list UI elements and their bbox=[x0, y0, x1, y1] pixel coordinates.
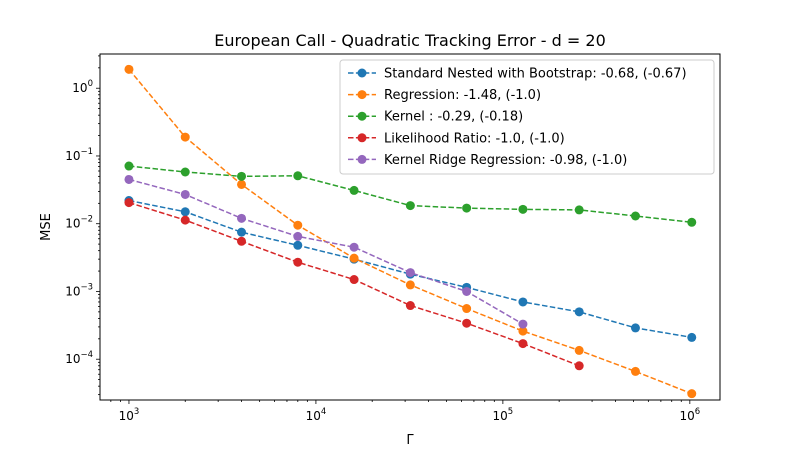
y-tick-label: 10−4 bbox=[65, 350, 93, 366]
y-tick-label: 100 bbox=[72, 79, 93, 95]
x-axis-ticks: 103 104 105 106 bbox=[110, 400, 700, 423]
y-axis-label: MSE bbox=[39, 213, 54, 241]
data-point bbox=[518, 319, 528, 329]
data-point bbox=[687, 332, 697, 342]
legend-label: Kernel : -0.29, (-0.18) bbox=[384, 110, 523, 125]
data-point bbox=[349, 185, 359, 195]
data-point bbox=[237, 213, 247, 223]
series-4 bbox=[124, 174, 528, 329]
data-point bbox=[574, 361, 584, 371]
x-tick-label: 103 bbox=[119, 407, 140, 423]
legend-box bbox=[339, 59, 715, 175]
data-point bbox=[293, 171, 303, 181]
series-3 bbox=[124, 198, 584, 371]
data-point bbox=[462, 286, 472, 296]
y-tick-label: 10−2 bbox=[65, 215, 93, 231]
x-tick-label: 106 bbox=[679, 407, 700, 423]
x-tick-label: 104 bbox=[306, 407, 327, 423]
legend-entry: Kernel : -0.29, (-0.18) bbox=[348, 110, 523, 125]
data-point bbox=[687, 389, 697, 399]
data-point bbox=[518, 339, 528, 349]
data-point bbox=[237, 236, 247, 246]
y-tick-label: 10−3 bbox=[65, 282, 93, 298]
data-point bbox=[630, 323, 640, 333]
data-point bbox=[462, 318, 472, 328]
data-point bbox=[462, 304, 472, 314]
data-point bbox=[180, 167, 190, 177]
legend-marker bbox=[357, 90, 367, 100]
data-point bbox=[293, 220, 303, 230]
legend-label: Regression: -1.48, (-1.0) bbox=[384, 88, 541, 103]
legend-marker bbox=[357, 154, 367, 164]
series-1 bbox=[124, 64, 697, 399]
data-point bbox=[574, 307, 584, 317]
y-axis-ticks: 10−4 10−3 10−2 10−1 100 bbox=[65, 55, 100, 396]
data-point bbox=[180, 132, 190, 142]
legend-label: Kernel Ridge Regression: -0.98, (-1.0) bbox=[384, 153, 627, 168]
series-line bbox=[128, 199, 692, 339]
data-point bbox=[237, 179, 247, 189]
data-point bbox=[462, 203, 472, 213]
legend-marker bbox=[357, 68, 367, 78]
data-point bbox=[349, 253, 359, 263]
data-point bbox=[124, 174, 134, 184]
data-point bbox=[405, 201, 415, 211]
data-point bbox=[237, 227, 247, 237]
y-tick-label: 10−1 bbox=[65, 147, 93, 163]
data-point bbox=[237, 171, 247, 181]
data-point bbox=[687, 217, 697, 227]
x-tick-label: 105 bbox=[493, 407, 514, 423]
chart-title: European Call - Quadratic Tracking Error… bbox=[214, 31, 606, 50]
x-axis-label: Γ bbox=[406, 433, 414, 448]
legend-entry: Regression: -1.48, (-1.0) bbox=[348, 88, 541, 103]
legend-label: Standard Nested with Bootstrap: -0.68, (… bbox=[384, 67, 687, 82]
data-point bbox=[349, 275, 359, 285]
legend-entry: Kernel Ridge Regression: -0.98, (-1.0) bbox=[348, 153, 627, 168]
data-point bbox=[518, 204, 528, 214]
data-point bbox=[518, 326, 528, 336]
data-point bbox=[574, 345, 584, 355]
series-line bbox=[128, 201, 580, 367]
data-point bbox=[293, 231, 303, 241]
series-line bbox=[128, 178, 524, 325]
data-point bbox=[405, 268, 415, 278]
data-point bbox=[180, 207, 190, 217]
data-point bbox=[349, 242, 359, 252]
data-point bbox=[293, 240, 303, 250]
data-point bbox=[405, 280, 415, 290]
data-point bbox=[630, 211, 640, 221]
data-point bbox=[180, 189, 190, 199]
legend-entry: Likelihood Ratio: -1.0, (-1.0) bbox=[348, 131, 565, 146]
data-point bbox=[180, 215, 190, 225]
legend-label: Likelihood Ratio: -1.0, (-1.0) bbox=[384, 131, 565, 146]
legend-marker bbox=[357, 111, 367, 121]
data-point bbox=[293, 257, 303, 267]
data-point bbox=[124, 161, 134, 171]
data-point bbox=[124, 64, 134, 74]
legend-entry: Standard Nested with Bootstrap: -0.68, (… bbox=[348, 67, 687, 82]
data-point bbox=[630, 366, 640, 376]
data-point bbox=[574, 205, 584, 215]
legend-marker bbox=[357, 133, 367, 143]
data-point bbox=[518, 297, 528, 307]
legend: Standard Nested with Bootstrap: -0.68, (… bbox=[339, 59, 715, 175]
series-2 bbox=[124, 161, 697, 227]
data-point bbox=[124, 198, 134, 208]
data-point bbox=[405, 301, 415, 311]
